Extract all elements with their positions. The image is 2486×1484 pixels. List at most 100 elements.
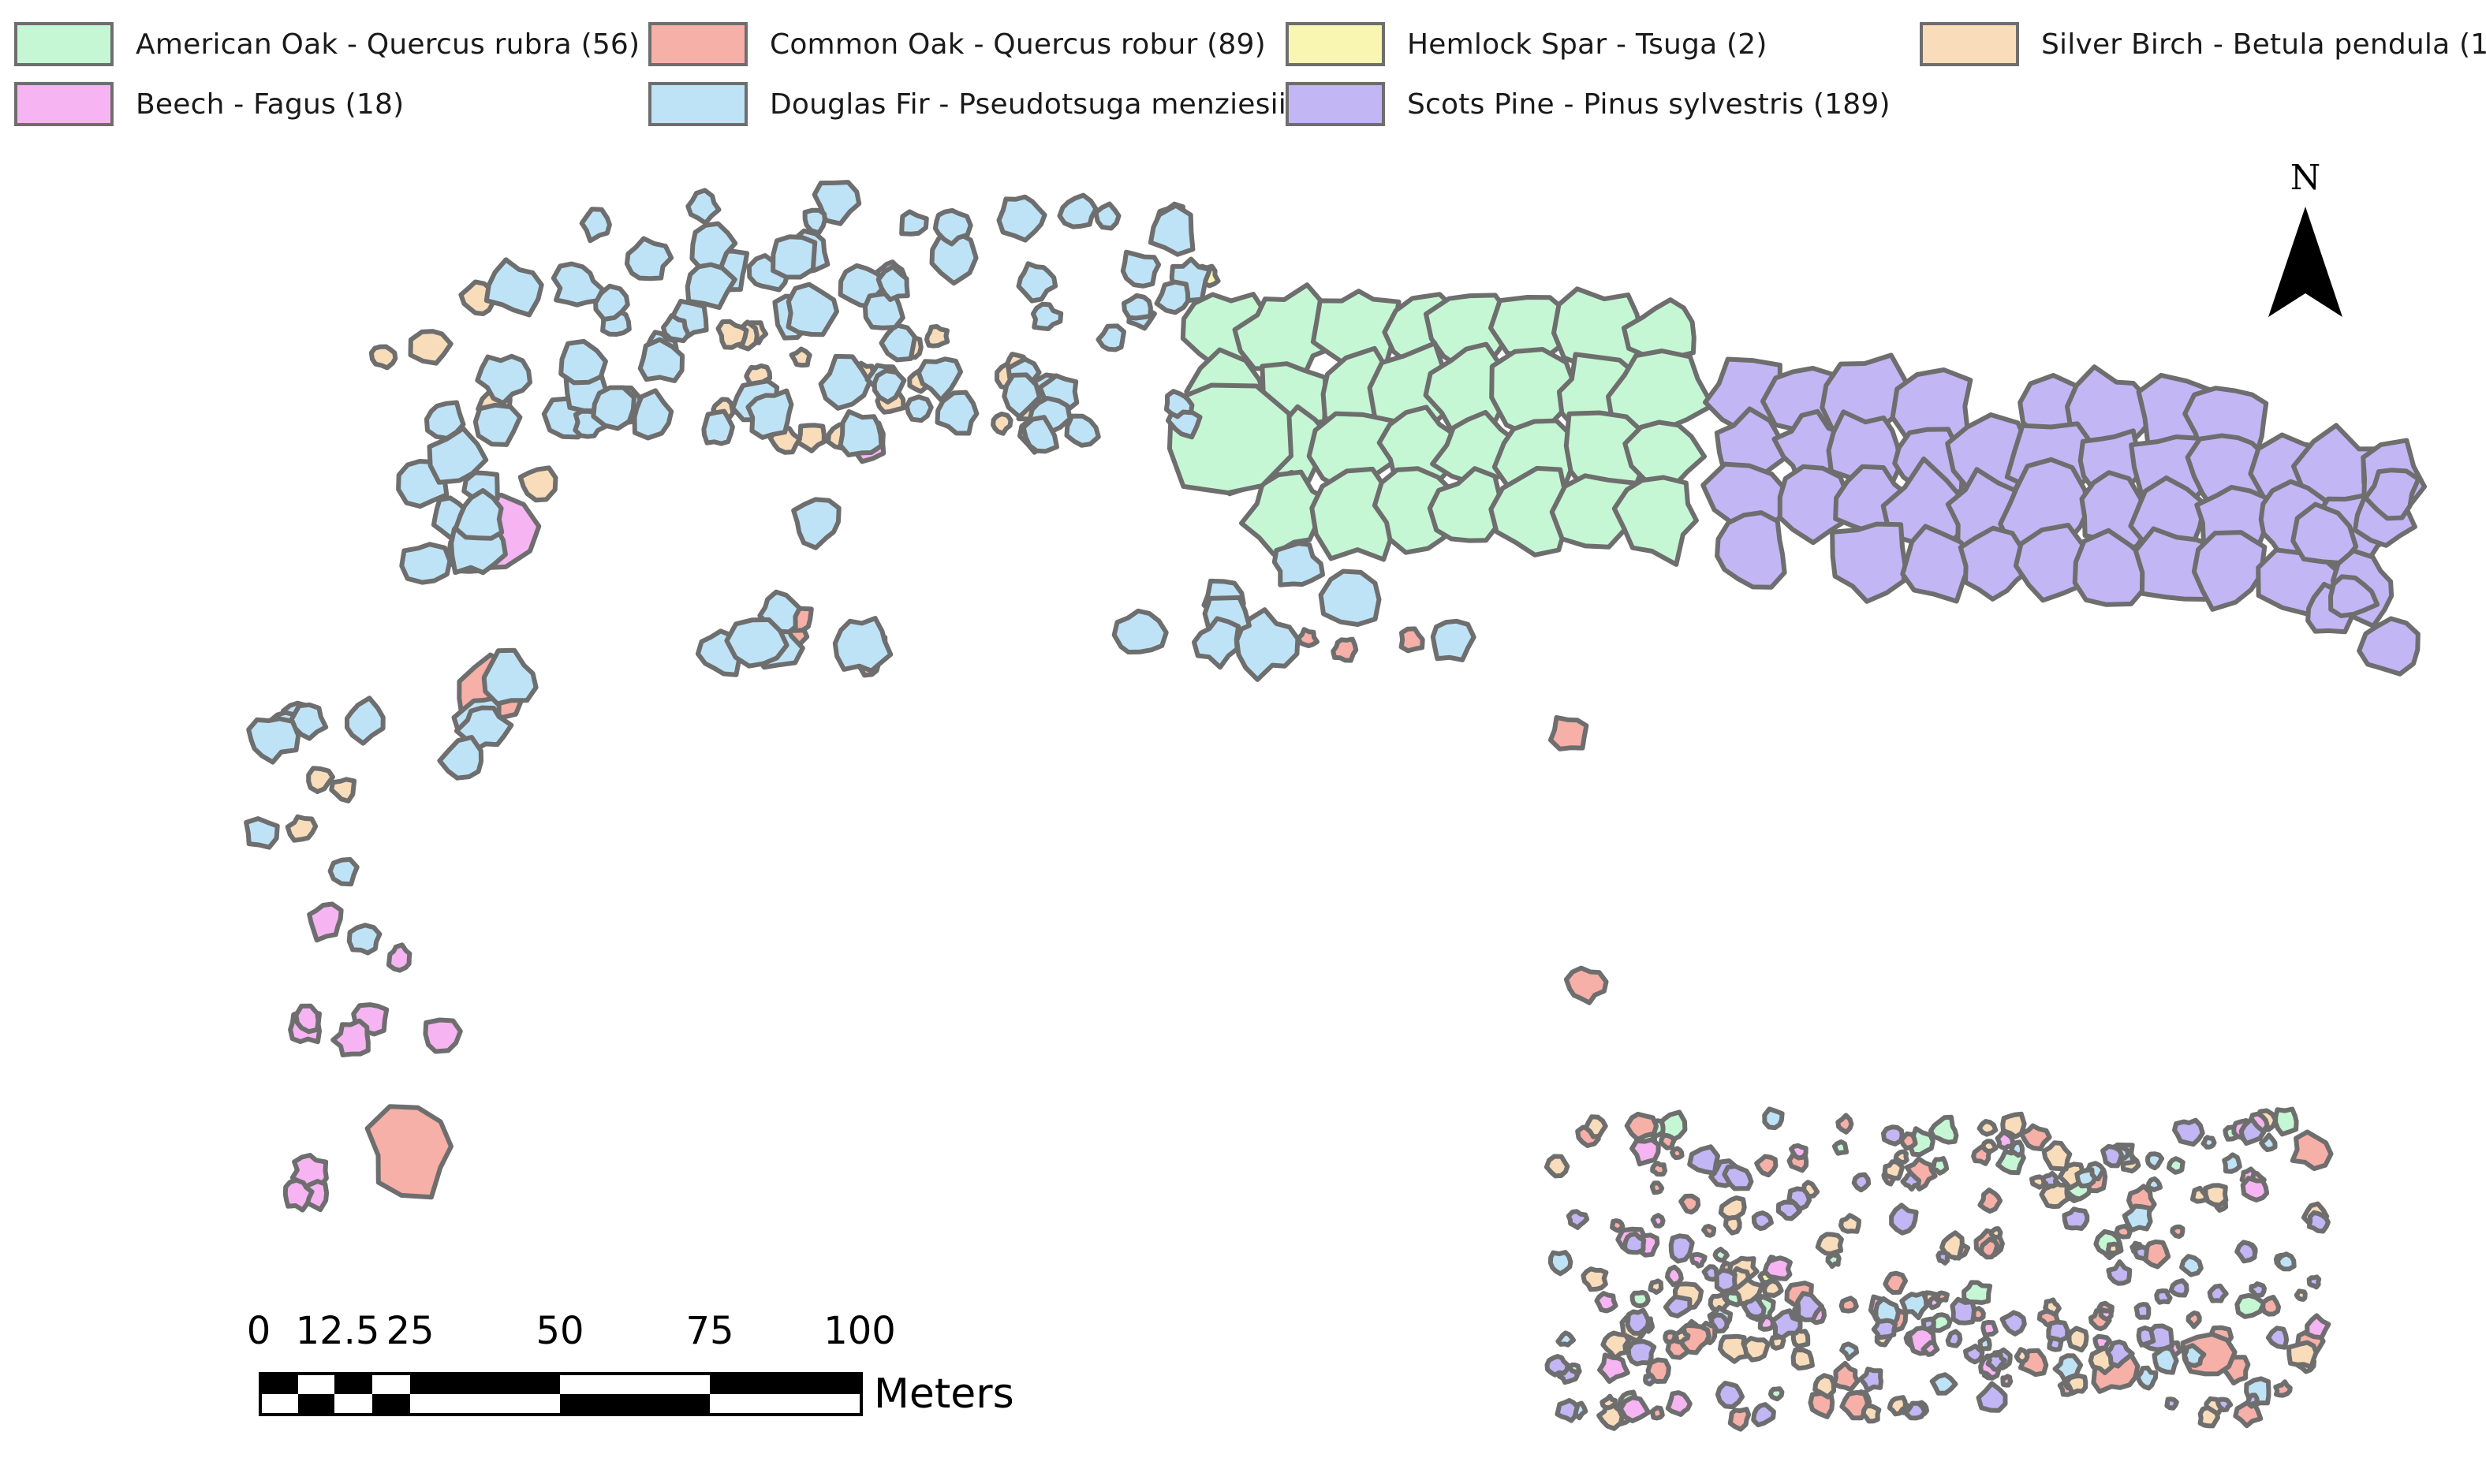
tree-crown [802,207,827,236]
tree-crown [1622,1231,1647,1255]
tree-crown [2265,1326,2290,1350]
tree-crown [2186,1311,2202,1329]
tree-crown [1754,1154,1779,1178]
tree-crown [1958,525,2036,602]
tree-crown [1815,1232,1844,1256]
tree-crown [2047,1335,2064,1352]
tree-crown [1600,1330,1632,1361]
tree-crown [2363,468,2421,521]
tree-crown [1978,1236,2000,1260]
tree-crown [483,257,544,318]
tree-crown [624,236,674,282]
tree-crown [2182,1343,2207,1368]
tree-crown [1583,1114,1608,1139]
tree-crown [1650,1161,1668,1177]
tree-crown [875,264,910,302]
scale-tick-label: 25 [386,1309,435,1353]
tree-crown [1762,1255,1793,1281]
legend-label-silver-birch: Silver Birch - Betula pendula (151) [2041,28,2486,61]
tree-crown [481,647,539,707]
tree-crown [2000,1374,2014,1388]
tree-crown [1192,616,1241,670]
tree-crown [2136,1325,2156,1348]
tree-crown [2043,1297,2062,1318]
tree-crown [1271,541,1325,587]
tree-crown [285,814,319,843]
tree-crown [1929,1372,1958,1396]
tree-crown [1722,1164,1754,1191]
tree-crown [2200,1135,2217,1150]
tree-crown [1770,1308,1803,1340]
tree-crown [1980,1139,1999,1154]
tree-crown [1889,1202,1919,1236]
tree-crown [2154,1288,2173,1305]
tree-crown [2145,1176,2163,1192]
tree-crown [1962,1280,1993,1305]
tree-crown [293,1003,321,1035]
tree-crown [1838,1213,1861,1234]
tree-crown [2135,1365,2159,1391]
tree-crown [1629,1289,1651,1309]
tree-crown [2114,1224,2133,1240]
tree-crown [1122,293,1153,321]
tree-crown [1002,372,1042,419]
tree-crown [1672,1328,1691,1344]
tree-crown [2164,1396,2179,1411]
tree-crown [2273,1106,2299,1137]
tree-crown [1831,1360,1861,1393]
tree-crown [2000,1111,2027,1139]
tree-crown [2062,1206,2090,1231]
tree-crown [427,426,489,485]
tree-crown [1548,714,1589,751]
tree-crown [1668,1233,1695,1264]
tree-crown [1566,1209,1590,1230]
tree-crown [1701,1224,1717,1238]
map-legend: American Oak - Quercus rubra (56) Common… [0,0,2486,142]
douglas-fir-swatch [648,82,748,126]
tree-crown [1599,1393,1618,1411]
tree-crown [715,319,749,350]
tree-crown [2166,1156,2186,1175]
tree-crown [1649,1405,1665,1421]
tree-crown [2306,1210,2331,1234]
tree-crown [1945,1329,1963,1348]
tree-crown [593,283,630,322]
tree-crown [2249,1281,2267,1298]
tree-crown [1626,1339,1657,1367]
tree-crown [724,617,789,669]
scale-tick-label: 0 [246,1309,271,1353]
scots-pine-swatch [1286,82,1385,126]
tree-crown [796,423,827,453]
legend-label-beech: Beech - Fagus (18) [136,88,405,121]
tree-crown [2357,616,2421,677]
tree-crown [1549,473,1639,550]
tree-crown [2260,1295,2281,1317]
legend-item-beech: Beech - Fagus (18) [14,80,404,128]
common-oak-crowns [364,606,2334,1432]
tree-crown [1648,1278,1664,1296]
legend-label-hemlock-spar: Hemlock Spar - Tsuga (2) [1407,28,1767,61]
tree-crown [2074,1167,2098,1189]
tree-crown [2105,1339,2135,1369]
tree-crown [1649,1180,1665,1195]
tree-crown [1985,1352,2007,1372]
tree-crown [2275,1251,2297,1272]
tree-crown [2098,1307,2114,1322]
tree-crown [551,261,606,308]
tree-crown [1663,1294,1693,1318]
tree-crown [2179,1254,2204,1277]
tree-crown [2106,1259,2133,1286]
tree-crown [879,323,917,363]
tree-crown [330,1018,371,1057]
tree-crown [1890,367,1973,446]
tree-crown [1786,1186,1812,1212]
tree-crown [2106,1241,2121,1256]
tree-crown [1900,1170,1921,1192]
tree-crown [1927,1295,1942,1311]
tree-crown [2306,1274,2322,1290]
tree-crown [1318,569,1382,627]
tree-crown [1977,1188,2003,1214]
tree-crown [1163,389,1195,419]
tree-crown [423,1017,463,1054]
tree-crown [1064,413,1101,448]
